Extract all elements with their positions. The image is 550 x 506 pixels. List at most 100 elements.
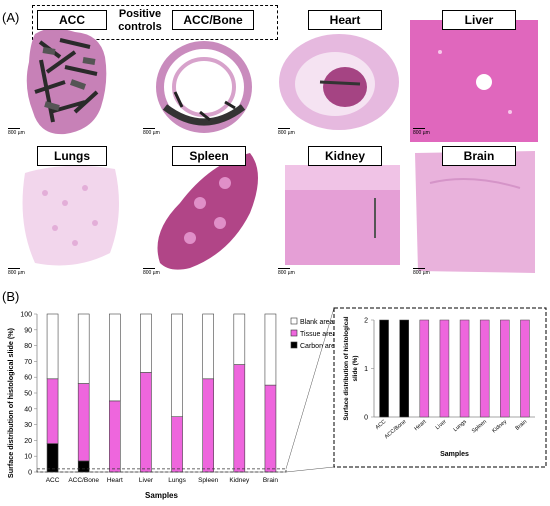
main-x-tick-label: Heart	[107, 477, 123, 484]
main-bar-blank-brain	[264, 313, 277, 386]
scale-text-brain: 800 µm	[413, 270, 430, 276]
zoom-bar-lungs	[459, 319, 470, 418]
tissue-image-liver	[410, 12, 538, 144]
main-x-tick-label: ACC	[46, 477, 60, 484]
scale-text-kidney: 800 µm	[278, 270, 295, 276]
tissue-image-brain	[410, 143, 538, 275]
main-bar-tissue-acc-bone	[77, 383, 90, 462]
main-bar-blank-acc	[46, 313, 59, 380]
tile-label-acc: ACC	[37, 10, 107, 30]
tissue-image-acc-bone	[140, 12, 268, 144]
tile-label-liver: Liver	[442, 10, 516, 30]
main-y-tick-label: 90	[24, 327, 32, 334]
main-bar-blank-spleen	[202, 313, 214, 380]
tissue-image-kidney	[275, 143, 403, 275]
main-x-tick-label: Kidney	[229, 477, 250, 484]
scale-bar-spleen	[143, 268, 155, 269]
main-bar-blank-heart	[109, 313, 121, 402]
tile-label-brain: Brain	[442, 146, 516, 166]
scale-bar-liver	[413, 128, 425, 129]
zoom-bar-brain	[520, 319, 530, 418]
scale-bar-brain	[413, 268, 425, 269]
main-bar-blank-liver	[140, 313, 152, 373]
scale-text-liver: 800 µm	[413, 130, 430, 136]
scale-bar-acc-bone	[143, 128, 155, 129]
zoom-y-axis-title-line-2: slide (%)	[352, 356, 359, 382]
zoom-x-axis-title: Samples	[440, 451, 469, 458]
main-x-tick-label: Lungs	[168, 477, 186, 484]
main-y-tick-label: 0	[28, 470, 32, 477]
main-y-axis-title: Surface distribution of histological sli…	[6, 327, 15, 478]
main-bar-tissue-acc	[46, 378, 59, 444]
main-x-tick-label: ACC/Bone	[68, 477, 99, 484]
legend-label-tissue: Tissue area	[300, 331, 336, 338]
zoom-y-tick-label: 2	[364, 318, 368, 325]
zoom-bar-acc	[379, 319, 389, 418]
scale-bar-heart	[278, 128, 290, 129]
zoom-bar-kidney	[500, 319, 510, 418]
tile-label-acc-bone: ACC/Bone	[172, 10, 254, 30]
zoom-bar-heart	[419, 319, 430, 418]
main-bar-blank-acc-bone	[77, 313, 90, 384]
main-y-tick-label: 30	[24, 422, 32, 429]
main-y-tick-label: 80	[24, 343, 32, 350]
zoom-y-tick-label: 1	[364, 366, 368, 373]
main-y-tick-label: 70	[24, 359, 32, 366]
main-y-tick-label: 100	[20, 312, 32, 319]
scale-text-acc-bone: 800 µm	[143, 130, 160, 136]
main-bar-tissue-spleen	[202, 378, 214, 473]
positive-controls-line-2: controls	[118, 21, 162, 33]
tissue-image-lungs	[5, 143, 133, 275]
tissue-image-acc	[5, 12, 133, 144]
main-bar-tissue-kidney	[233, 364, 246, 473]
positive-controls-label: Positive controls	[110, 8, 170, 34]
legend-swatch-carbon	[290, 341, 298, 349]
main-bar-tissue-liver	[140, 372, 152, 473]
scale-text-heart: 800 µm	[278, 130, 295, 136]
zoom-bar-liver	[439, 319, 450, 418]
scale-text-lungs: 800 µm	[8, 270, 25, 276]
tissue-image-spleen	[140, 143, 268, 275]
zoom-connector-bottom	[285, 466, 335, 473]
scale-bar-acc	[8, 128, 20, 129]
legend-swatch-blank	[290, 317, 298, 325]
main-bar-tissue-lungs	[171, 416, 183, 473]
tissue-image-heart	[275, 12, 403, 144]
main-bar-blank-kidney	[233, 313, 246, 365]
scale-text-spleen: 800 µm	[143, 270, 160, 276]
main-bar-blank-lungs	[171, 313, 183, 417]
positive-controls-box	[32, 5, 278, 40]
zoom-bar-acc-bone	[399, 319, 409, 418]
zoom-connector-top	[285, 307, 335, 469]
legend-label-blank: Blank area	[300, 319, 334, 326]
legend-swatch-tissue	[290, 329, 298, 337]
main-bar-tissue-brain	[264, 384, 277, 473]
tile-label-kidney: Kidney	[308, 146, 382, 166]
main-bar-carbon-acc	[46, 443, 59, 473]
main-y-tick-label: 20	[24, 438, 32, 445]
scale-text-acc: 800 µm	[8, 130, 25, 136]
tile-label-lungs: Lungs	[37, 146, 107, 166]
scale-bar-kidney	[278, 268, 290, 269]
main-y-tick-label: 50	[24, 391, 32, 398]
main-bar-carbon-acc-bone	[77, 460, 90, 473]
main-x-tick-label: Spleen	[198, 477, 219, 484]
tile-label-heart: Heart	[308, 10, 382, 30]
positive-controls-line-1: Positive	[118, 8, 162, 20]
main-y-tick-label: 40	[24, 406, 32, 413]
main-x-axis-title: Samples	[145, 491, 178, 500]
legend-label-carbon: Carbon area	[300, 343, 339, 350]
main-y-tick-label: 60	[24, 375, 32, 382]
zoom-y-tick-label: 0	[364, 415, 368, 422]
panel-a-letter: (A)	[2, 10, 20, 25]
main-x-tick-label: Brain	[263, 477, 279, 484]
panel-b-letter: (B)	[2, 289, 20, 304]
main-x-tick-label: Liver	[139, 477, 154, 484]
tile-label-spleen: Spleen	[172, 146, 246, 166]
main-y-tick-label: 10	[24, 454, 32, 461]
scale-bar-lungs	[8, 268, 20, 269]
main-bar-tissue-heart	[109, 400, 121, 473]
zoom-y-axis-title-line-1: Surface distribution of histological	[343, 316, 350, 420]
zoom-bar-spleen	[479, 319, 490, 418]
